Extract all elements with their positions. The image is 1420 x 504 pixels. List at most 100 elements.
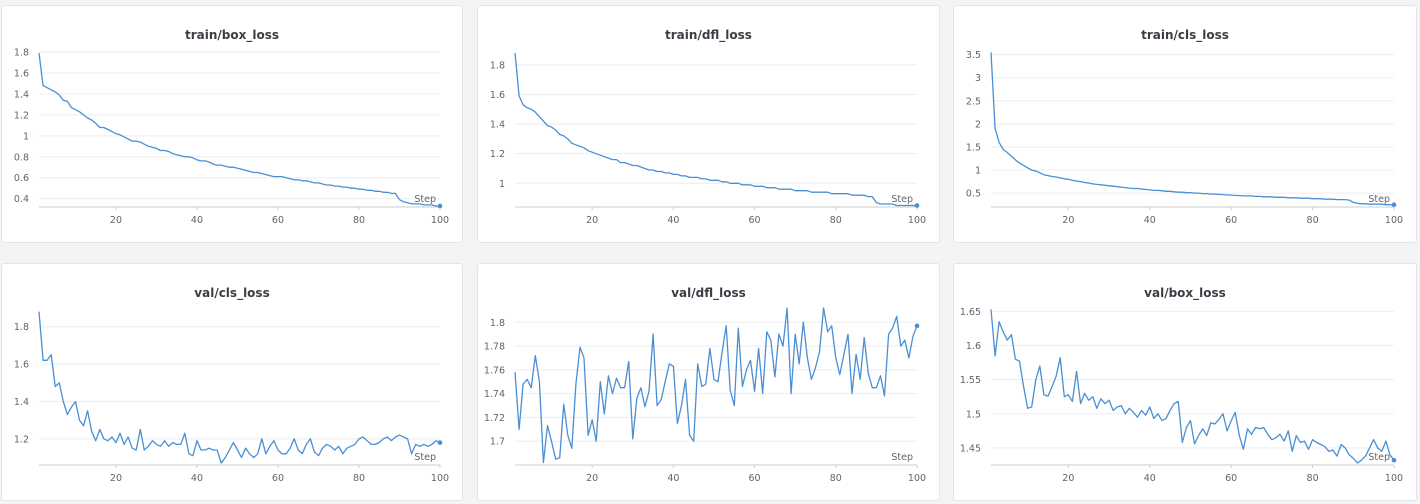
x-tick-label: 20 — [1062, 473, 1074, 484]
y-tick-label: 1.6 — [966, 341, 981, 352]
chart-panel-train-cls-loss: train/cls_loss 0.5 1 1.5 2 2.5 3 3.5 20 40 60 80 10… — [953, 5, 1417, 243]
y-tick-label: 1.2 — [14, 110, 29, 121]
y-tick-label: 1.76 — [484, 365, 505, 376]
chart-svg[interactable]: 1.7 1.72 1.74 1.76 1.78 1.8 20 40 60 80 100 Step — [478, 264, 941, 502]
chart-svg[interactable]: 0.5 1 1.5 2 2.5 3 3.5 20 40 60 80 100 Step — [954, 6, 1418, 244]
x-tick-label: 80 — [1307, 473, 1319, 484]
x-tick-label: 80 — [353, 215, 365, 226]
y-tick-label: 1.4 — [490, 120, 505, 131]
y-tick-label: 2.5 — [966, 96, 981, 107]
chart-title: train/dfl_loss — [665, 28, 752, 42]
chart-panel-train-box-loss: train/box_loss 0.4 0.6 0.8 1 1.2 1.4 1.6 1.8 20 4… — [1, 5, 463, 243]
y-tick-label: 1.72 — [484, 413, 505, 424]
x-tick-label: 80 — [1307, 215, 1319, 226]
y-tick-label: 3 — [975, 73, 981, 84]
x-tick-label: 40 — [191, 473, 203, 484]
y-tick-label: 1.2 — [14, 434, 29, 445]
last-point-marker — [1391, 202, 1397, 207]
chart-title: val/dfl_loss — [671, 286, 746, 300]
chart-title: val/box_loss — [1144, 286, 1226, 300]
series-line — [990, 52, 1394, 206]
chart-panel-val-dfl-loss: val/dfl_loss 1.7 1.72 1.74 1.76 1.78 1.8 20 40 6… — [477, 263, 940, 501]
x-tick-label: 100 — [431, 473, 449, 484]
y-tick-label: 1.8 — [490, 318, 505, 329]
chart-title: val/cls_loss — [194, 286, 270, 300]
y-tick-label: 1.8 — [490, 60, 505, 71]
x-tick-label: 40 — [1144, 473, 1156, 484]
chart-svg[interactable]: 1 1.2 1.4 1.6 1.8 20 40 60 80 100 Step — [478, 6, 941, 244]
x-axis-label: Step — [414, 452, 436, 463]
x-tick-label: 20 — [586, 215, 598, 226]
series-line — [38, 311, 441, 464]
chart-title: train/box_loss — [184, 28, 279, 42]
series-line — [514, 307, 918, 464]
y-tick-label: 1.5 — [966, 142, 981, 153]
y-tick-label: 1.65 — [960, 307, 981, 318]
y-tick-label: 1.6 — [14, 360, 29, 371]
y-tick-label: 1.7 — [490, 437, 505, 448]
x-tick-label: 40 — [667, 473, 679, 484]
series-line — [990, 309, 1395, 464]
y-tick-label: 1.78 — [484, 342, 505, 353]
y-tick-label: 0.6 — [14, 173, 29, 184]
last-point-marker — [914, 203, 920, 208]
last-point-marker — [1391, 457, 1397, 463]
x-tick-label: 80 — [353, 473, 365, 484]
x-axis-label: Step — [414, 194, 436, 205]
y-tick-label: 1.55 — [960, 375, 981, 386]
x-tick-label: 60 — [272, 473, 284, 484]
x-tick-label: 20 — [110, 473, 122, 484]
last-point-marker — [914, 323, 920, 329]
series-line — [514, 52, 917, 207]
y-tick-label: 1 — [499, 179, 505, 190]
x-tick-label: 80 — [830, 473, 842, 484]
y-tick-label: 1.2 — [490, 149, 505, 160]
x-tick-label: 100 — [431, 215, 449, 226]
y-tick-label: 0.8 — [14, 152, 29, 163]
chart-panel-val-cls-loss: val/cls_loss 1.2 1.4 1.6 1.8 20 40 60 80 100 Step — [1, 263, 463, 501]
x-axis-label: Step — [1368, 194, 1390, 205]
chart-panel-train-dfl-loss: train/dfl_loss 1 1.2 1.4 1.6 1.8 20 40 60 80 100 S… — [477, 5, 940, 243]
x-tick-label: 60 — [1225, 215, 1237, 226]
last-point-marker — [437, 440, 443, 445]
chart-svg[interactable]: 1.45 1.5 1.55 1.6 1.65 20 40 60 80 100 Step — [954, 264, 1418, 502]
x-tick-label: 60 — [749, 473, 761, 484]
x-axis-label: Step — [1368, 452, 1390, 463]
y-tick-label: 1.4 — [14, 89, 29, 100]
x-axis-label: Step — [891, 452, 913, 463]
y-tick-label: 1.4 — [14, 397, 29, 408]
x-axis-label: Step — [891, 194, 913, 205]
y-tick-label: 3.5 — [966, 50, 981, 61]
y-tick-label: 2 — [975, 119, 981, 130]
last-point-marker — [437, 203, 443, 209]
x-tick-label: 20 — [1062, 215, 1074, 226]
y-tick-label: 1.6 — [490, 90, 505, 101]
x-tick-label: 60 — [749, 215, 761, 226]
y-tick-label: 1 — [975, 166, 981, 177]
y-tick-label: 1.74 — [484, 389, 505, 400]
chart-svg[interactable]: 1.2 1.4 1.6 1.8 20 40 60 80 100 Step — [2, 264, 464, 502]
x-tick-label: 80 — [830, 215, 842, 226]
y-tick-label: 0.5 — [966, 189, 981, 200]
x-tick-label: 20 — [586, 473, 598, 484]
chart-panel-val-box-loss: val/box_loss 1.45 1.5 1.55 1.6 1.65 20 40 60 80 1… — [953, 263, 1417, 501]
x-tick-label: 100 — [908, 473, 926, 484]
x-tick-label: 20 — [110, 215, 122, 226]
y-tick-label: 1.6 — [14, 69, 29, 80]
x-tick-label: 40 — [667, 215, 679, 226]
x-tick-label: 100 — [908, 215, 926, 226]
series-line — [38, 53, 440, 207]
x-tick-label: 60 — [272, 215, 284, 226]
y-tick-label: 1.8 — [14, 48, 29, 59]
y-tick-label: 1.5 — [966, 409, 981, 420]
x-tick-label: 100 — [1385, 215, 1403, 226]
chart-svg[interactable]: 0.4 0.6 0.8 1 1.2 1.4 1.6 1.8 20 40 60 80 100 Step — [2, 6, 464, 244]
y-tick-label: 1 — [23, 131, 29, 142]
x-tick-label: 40 — [191, 215, 203, 226]
y-tick-label: 1.8 — [14, 322, 29, 333]
x-tick-label: 40 — [1144, 215, 1156, 226]
y-tick-label: 1.45 — [960, 443, 981, 454]
chart-title: train/cls_loss — [1141, 28, 1229, 42]
x-tick-label: 100 — [1385, 473, 1403, 484]
x-tick-label: 60 — [1225, 473, 1237, 484]
